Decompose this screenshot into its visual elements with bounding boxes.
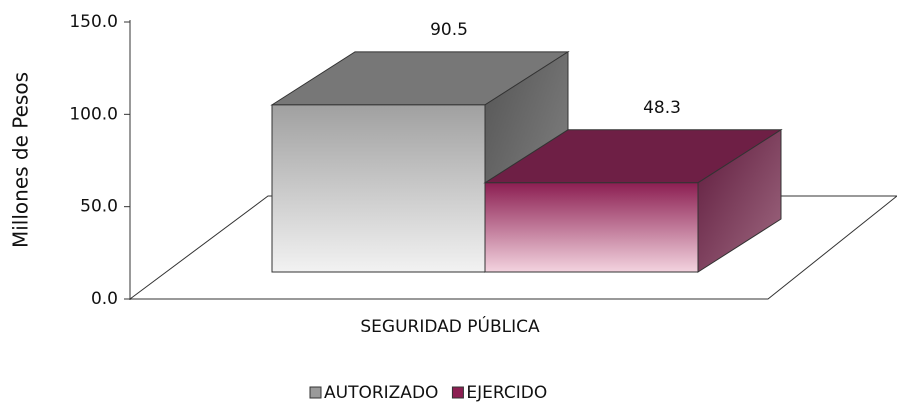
legend-label: EJERCIDO: [466, 383, 547, 403]
bar-front: [484, 182, 699, 273]
y-tick-label: 0.0: [91, 289, 118, 309]
legend-swatch: [451, 386, 464, 399]
value-label: 48.3: [643, 98, 681, 118]
legend-swatch: [309, 386, 322, 399]
y-tick-label: 50.0: [80, 197, 118, 217]
y-axis-title: Millones de Pesos: [9, 72, 33, 248]
legend-label: AUTORIZADO: [324, 383, 438, 403]
bar: [483, 128, 783, 273]
x-tick-label: SEGURIDAD PÚBLICA: [360, 315, 540, 337]
y-tick-label: 150.0: [69, 12, 118, 32]
value-label: 90.5: [430, 20, 468, 40]
y-tick-label: 100.0: [69, 104, 118, 124]
bar-front: [271, 104, 486, 273]
